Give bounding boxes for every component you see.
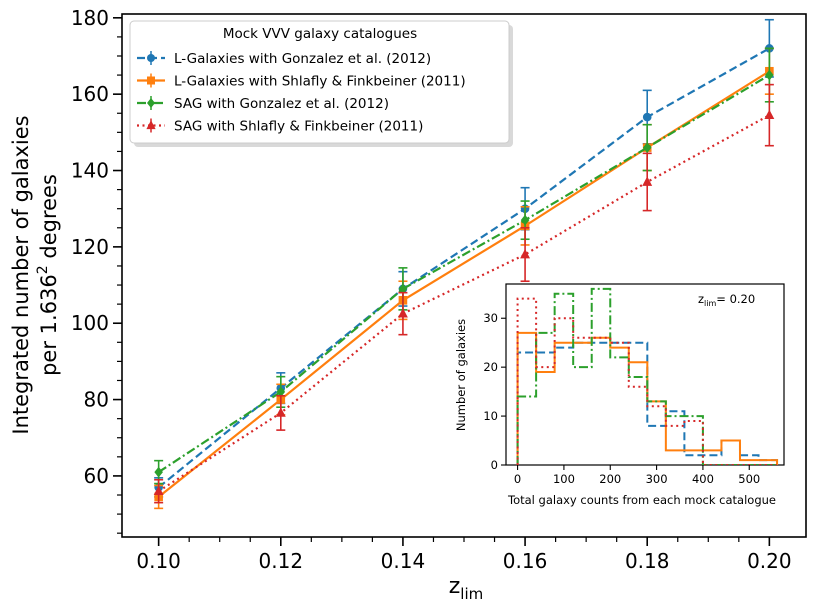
legend-label: L-Galaxies with Shlafly & Finkbeiner (20… xyxy=(174,74,466,90)
series-4 xyxy=(153,83,775,504)
y-tick-label: 140 xyxy=(71,159,109,183)
inset-annotation-sub: lim xyxy=(704,299,716,308)
inset-x-tick-label: 200 xyxy=(599,472,621,486)
x-tick-label: 0.20 xyxy=(747,549,792,573)
legend-label: L-Galaxies with Gonzalez et al. (2012) xyxy=(174,51,431,67)
data-point xyxy=(276,386,286,398)
inset-x-tick-label: 400 xyxy=(692,472,714,486)
inset-histogram: 0 100 200 300 400 500 0 10 20 30 zlim= 0.20 Total… xyxy=(454,283,785,507)
data-point xyxy=(642,142,652,153)
inset-x-tick-label: 500 xyxy=(738,472,760,486)
data-point xyxy=(154,466,163,478)
legend-title: Mock VVV galaxy catalogues xyxy=(223,26,417,42)
legend-entry: SAG with Gonzalez et al. (2012) xyxy=(137,96,389,112)
y-tick-label: 120 xyxy=(71,235,109,259)
histogram-series-2 xyxy=(516,331,779,465)
legend-entry: L-Galaxies with Gonzalez et al. (2012) xyxy=(137,51,431,67)
legend-marker xyxy=(146,120,156,130)
x-tick-label: 0.16 xyxy=(503,549,548,573)
legend-marker xyxy=(147,54,155,62)
series-line xyxy=(158,74,770,474)
y-axis-label-line2: per 1.6362 degrees xyxy=(35,174,61,376)
x-tick-label: 0.12 xyxy=(259,549,304,573)
legend-items: L-Galaxies with Gonzalez et al. (2012) L-… xyxy=(137,51,466,135)
inset-y-tick-label: 0 xyxy=(491,458,498,472)
x-tick-label: 0.18 xyxy=(625,549,670,573)
inset-series-group xyxy=(516,287,779,465)
data-point xyxy=(764,109,775,120)
legend-label: SAG with Shlafly & Finkbeiner (2011) xyxy=(174,119,423,135)
data-point xyxy=(520,248,531,259)
y-tick-label: 60 xyxy=(84,464,109,488)
data-point xyxy=(765,69,774,81)
data-point xyxy=(398,283,408,295)
x-axis-label-sub: lim xyxy=(460,585,483,603)
series-3 xyxy=(154,47,774,485)
y-axis-label-post: degrees xyxy=(37,174,61,265)
y-axis-label-sup: 2 xyxy=(35,265,51,274)
inset-x-tick-label: 300 xyxy=(646,472,668,486)
y-axis-label-pre: per 1.636 xyxy=(37,274,61,376)
y-tick-label: 100 xyxy=(71,311,109,335)
main-axis-ticks: 0.10 0.12 0.14 0.16 0.18 0.206080100120140160… xyxy=(71,6,792,573)
legend-marker xyxy=(147,98,155,108)
x-tick-label: 0.10 xyxy=(136,549,181,573)
series-line xyxy=(158,114,770,493)
data-point xyxy=(275,407,286,417)
series-line xyxy=(157,47,770,489)
histogram-series-4 xyxy=(516,297,778,465)
inset-y-tick-label: 20 xyxy=(483,360,498,374)
inset-axis-ticks: 0 100 200 300 400 500 0 10 20 30 xyxy=(483,311,760,486)
x-axis-label-main: z xyxy=(449,574,461,599)
legend-label: SAG with Gonzalez et al. (2012) xyxy=(174,96,389,112)
x-tick-label: 0.14 xyxy=(381,549,426,573)
y-tick-label: 80 xyxy=(84,388,109,412)
inset-annotation: zlim= 0.20 xyxy=(698,292,755,308)
legend-entry: SAG with Shlafly & Finkbeiner (2011) xyxy=(137,118,423,135)
data-point xyxy=(520,214,530,226)
inset-y-tick-label: 10 xyxy=(483,409,498,423)
legend: Mock VVV galaxy catalogues L-Galaxies wi… xyxy=(129,20,513,147)
y-tick-label: 180 xyxy=(71,6,109,30)
inset-y-axis-label: Number of galaxies xyxy=(454,319,468,431)
y-tick-label: 160 xyxy=(71,82,109,106)
inset-x-tick-label: 0 xyxy=(514,472,521,486)
legend-entry: L-Galaxies with Shlafly & Finkbeiner (20… xyxy=(137,73,466,90)
legend-box xyxy=(129,20,510,144)
inset-x-axis-label: Total galaxy counts from each mock catal… xyxy=(507,493,776,507)
data-point xyxy=(642,176,653,186)
y-axis-label-line1: Integrated number of galaxies xyxy=(9,115,33,434)
inset-annotation-post: = 0.20 xyxy=(716,292,755,306)
data-point xyxy=(642,112,652,122)
legend-marker xyxy=(147,76,155,85)
inset-x-tick-label: 100 xyxy=(553,472,575,486)
inset-y-tick-label: 30 xyxy=(483,311,498,325)
x-axis-label: zlim xyxy=(449,574,484,603)
data-point xyxy=(153,485,164,496)
inset-plot-frame xyxy=(505,283,785,466)
data-point xyxy=(397,308,408,318)
main-series-group xyxy=(153,18,775,510)
inset-annotation-pre: z xyxy=(698,292,704,306)
